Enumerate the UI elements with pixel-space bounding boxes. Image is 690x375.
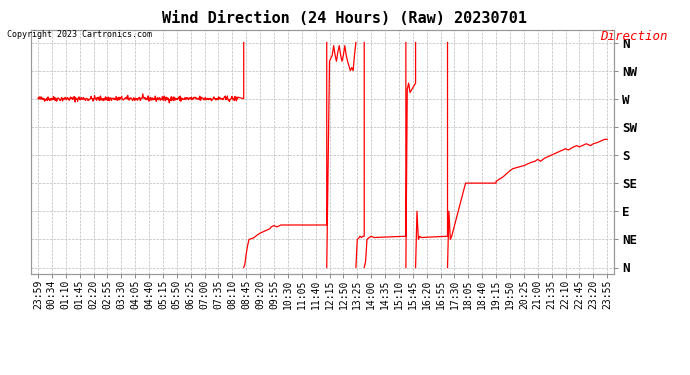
Text: Direction: Direction [600,30,668,43]
Text: Wind Direction (24 Hours) (Raw) 20230701: Wind Direction (24 Hours) (Raw) 20230701 [163,11,527,26]
Text: Copyright 2023 Cartronics.com: Copyright 2023 Cartronics.com [7,30,152,39]
